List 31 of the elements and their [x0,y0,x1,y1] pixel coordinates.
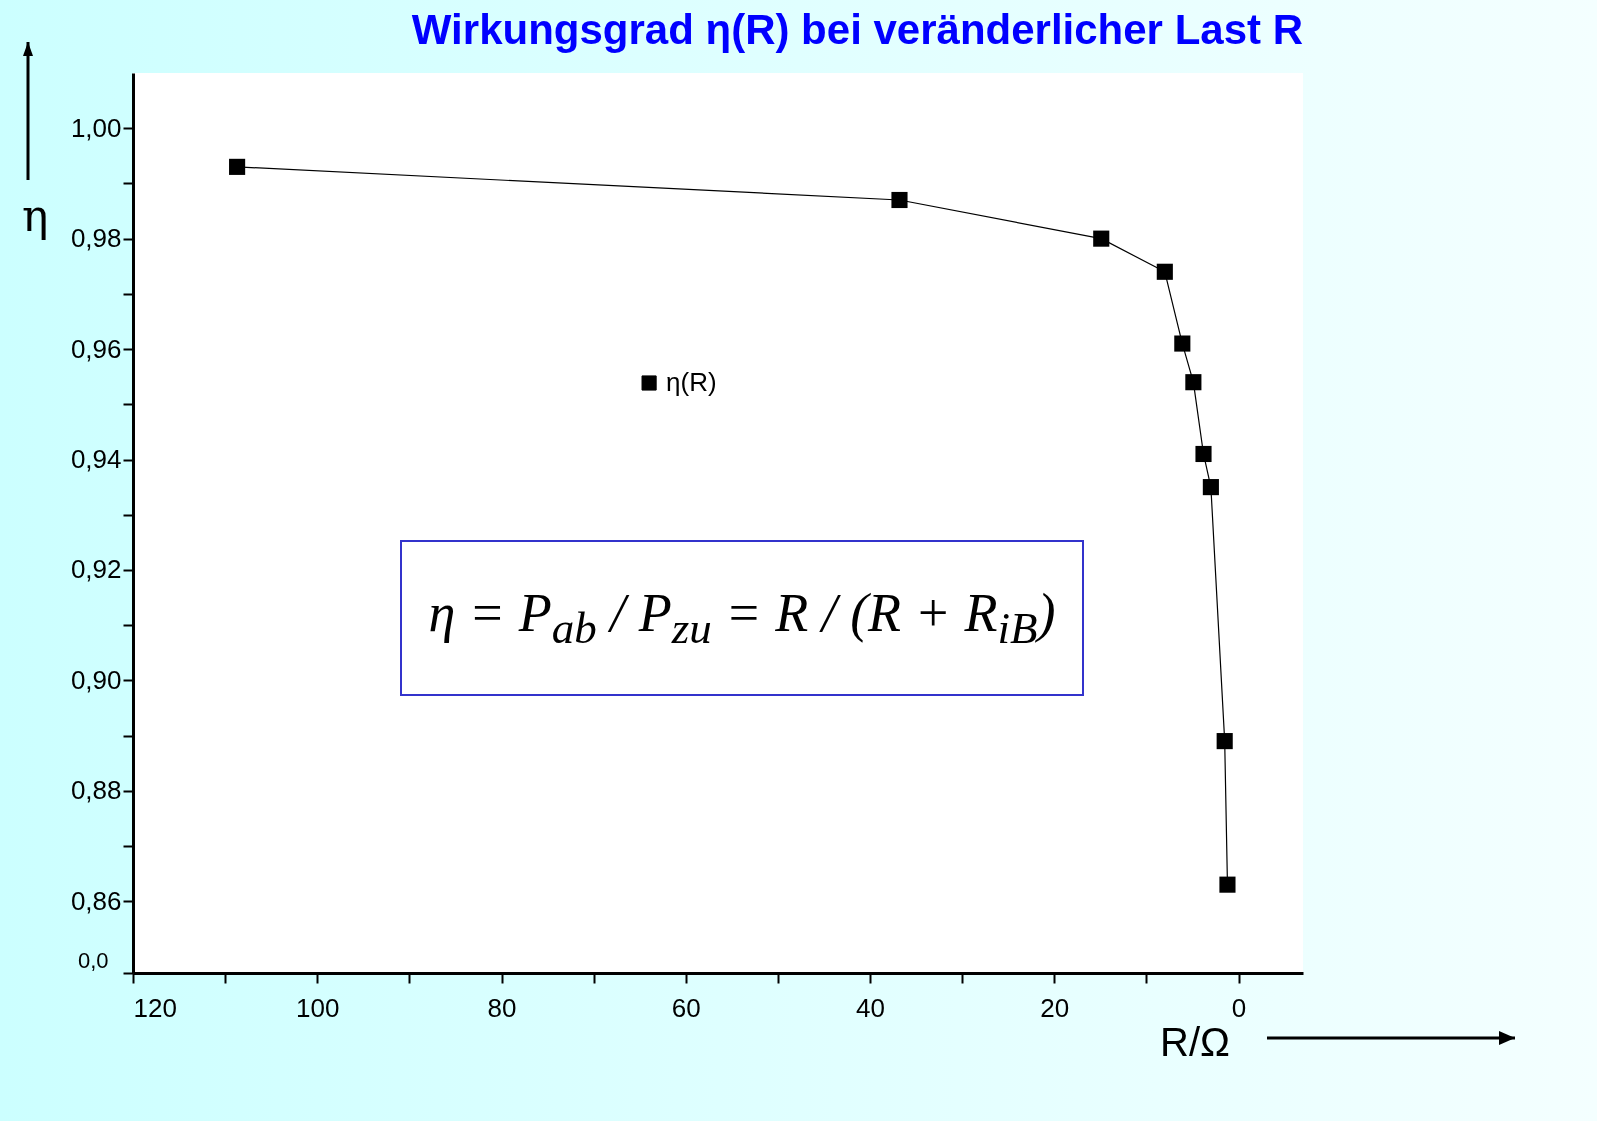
x-tick-label: 80 [487,992,517,1023]
point [1195,445,1212,463]
point [891,191,908,209]
y-tick-label: 0,94 [70,444,122,474]
x-tick-label: 100 [296,992,340,1023]
y-tick-label: 0,88 [70,775,122,806]
y-tick-label: 0,92 [70,554,122,585]
x-tick-label: 0 [1231,992,1247,1023]
x-tick-label: 120 [133,992,177,1023]
point [1156,263,1173,280]
text: 0,0 [78,948,109,974]
y-tick-label: 1,00 [70,112,122,143]
y-tick-label: 0,98 [70,223,122,254]
point [1216,733,1233,750]
annotation: η = P$_{ab}$ / P$_{zu}$ = R / (R + R$_{iB}$) [400,540,1084,696]
x-tick-label: 40 [856,992,885,1023]
point [1174,335,1191,352]
point [229,158,246,175]
y-tick-label: 0,86 [70,885,122,916]
x-axis-title: R/Ω [1160,1020,1230,1065]
legend-label: η(R) [666,367,717,397]
point [1185,374,1202,391]
x-tick-label: 20 [1040,992,1070,1023]
point [1202,479,1219,496]
y-tick-label: 0,90 [70,664,122,695]
point [1219,876,1236,893]
x-tick-label: 60 [671,992,701,1023]
chart-title: Wirkungsgrad η(R) bei veränderlicher Last R [411,6,1303,53]
y-axis-title: η [22,190,49,241]
point [1093,230,1110,247]
y-tick-label: 0,96 [70,333,122,364]
